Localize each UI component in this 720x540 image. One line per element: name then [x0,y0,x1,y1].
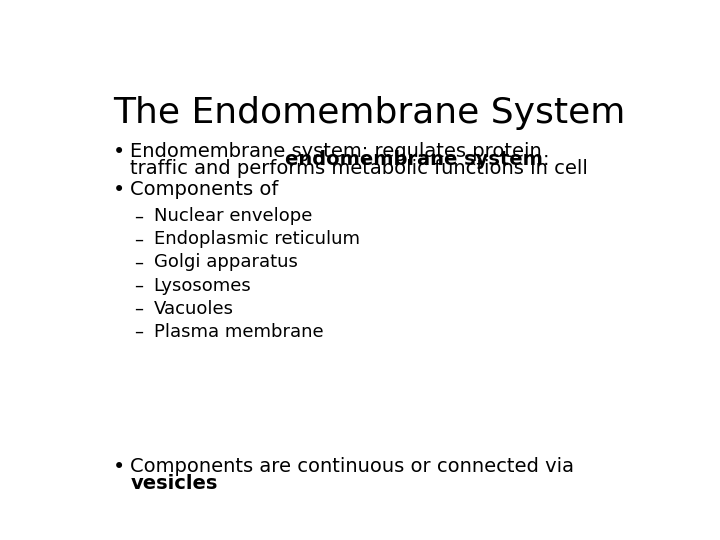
Text: The Endomembrane System: The Endomembrane System [113,96,625,130]
Text: –: – [134,276,143,294]
Text: –: – [134,253,143,272]
Text: •: • [113,142,125,162]
Text: –: – [134,323,143,341]
Text: •: • [113,180,125,200]
Text: traffic and performs metabolic functions in cell: traffic and performs metabolic functions… [130,159,588,178]
Text: –: – [134,300,143,318]
Text: Lysosomes: Lysosomes [153,276,251,294]
Text: endomembrane system: endomembrane system [285,150,543,169]
Text: Plasma membrane: Plasma membrane [153,323,323,341]
Text: •: • [113,457,125,477]
Text: –: – [134,231,143,248]
Text: Endoplasmic reticulum: Endoplasmic reticulum [153,231,359,248]
Text: –: – [134,207,143,225]
Text: Components of: Components of [130,180,285,199]
Text: vesicles: vesicles [130,475,217,494]
Text: :: : [543,150,549,169]
Text: Nuclear envelope: Nuclear envelope [153,207,312,225]
Text: Golgi apparatus: Golgi apparatus [153,253,297,272]
Text: Components are continuous or connected via: Components are continuous or connected v… [130,457,575,476]
Text: Endomembrane system: regulates protein: Endomembrane system: regulates protein [130,142,542,161]
Text: Vacuoles: Vacuoles [153,300,233,318]
